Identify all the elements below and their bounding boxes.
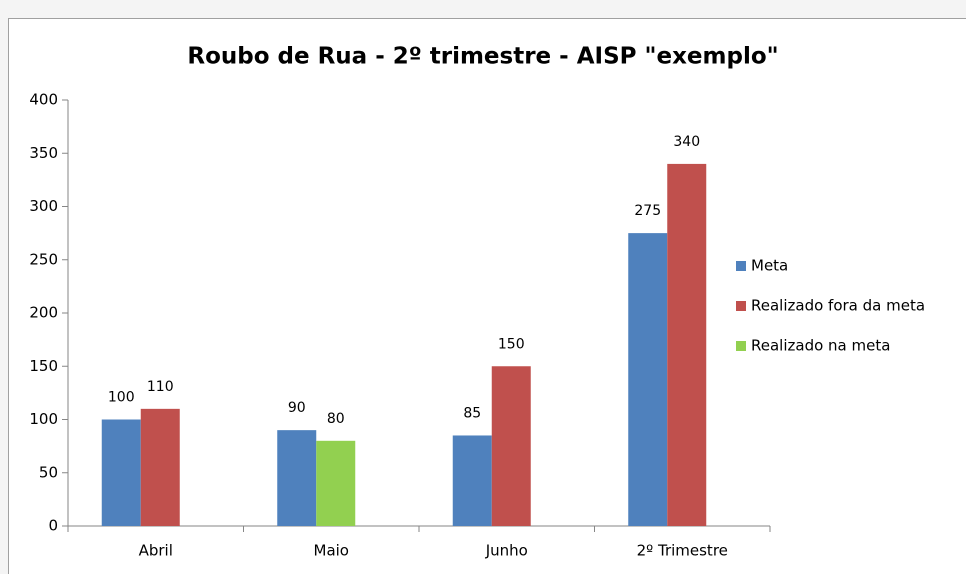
data-label: 150 <box>498 336 525 352</box>
legend-swatch <box>736 261 746 271</box>
legend-label: Meta <box>751 257 788 275</box>
data-label: 340 <box>673 134 700 150</box>
bar <box>316 440 356 526</box>
data-label: 100 <box>108 390 135 406</box>
x-tick-label: Junho <box>485 542 528 560</box>
x-tick-label: 2º Trimestre <box>637 542 728 560</box>
data-label: 85 <box>463 405 481 421</box>
y-tick-label: 100 <box>29 410 58 428</box>
data-label: 80 <box>327 411 345 427</box>
legend-label: Realizado na meta <box>751 337 890 355</box>
legend-label: Realizado fora da meta <box>751 297 925 315</box>
y-tick-label: 150 <box>29 357 58 375</box>
bar <box>667 163 707 526</box>
y-tick-label: 350 <box>29 144 58 162</box>
bar <box>452 435 492 526</box>
bar <box>140 408 180 526</box>
bar <box>491 366 531 526</box>
y-tick-label: 200 <box>29 304 58 322</box>
x-tick-label: Abril <box>139 542 173 560</box>
bar <box>101 419 141 526</box>
data-label: 110 <box>147 379 174 395</box>
y-tick-label: 400 <box>29 91 58 109</box>
legend-swatch <box>736 301 746 311</box>
bar <box>277 430 317 526</box>
x-tick-label: Maio <box>314 542 349 560</box>
y-tick-label: 0 <box>48 517 58 535</box>
y-tick-label: 300 <box>29 197 58 215</box>
data-label: 275 <box>634 203 661 219</box>
data-label: 90 <box>288 400 306 416</box>
chart-title: Roubo de Rua - 2º trimestre - AISP "exem… <box>187 44 778 70</box>
bar <box>628 233 668 526</box>
legend-swatch <box>736 341 746 351</box>
y-tick-label: 50 <box>39 463 58 481</box>
y-tick-label: 250 <box>29 250 58 268</box>
